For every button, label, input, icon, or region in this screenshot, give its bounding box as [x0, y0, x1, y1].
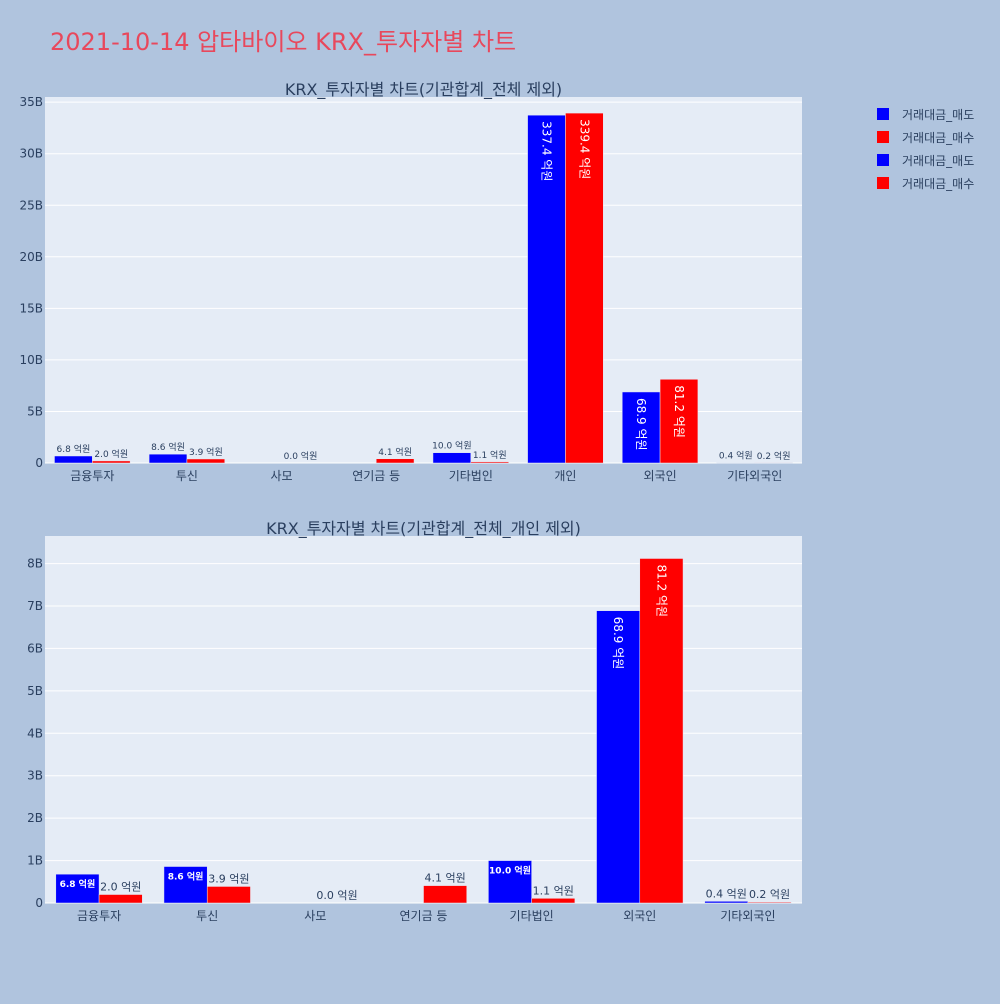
- data-label: 8.6 억원: [168, 871, 204, 883]
- data-label: 2.0 억원: [100, 881, 141, 894]
- x-tick-label: 사모: [304, 909, 326, 923]
- legend-swatch: [877, 131, 889, 143]
- data-label: 4.1 억원: [378, 446, 412, 458]
- data-label: 6.8 억원: [60, 878, 96, 890]
- x-tick-label: 기타외국인: [720, 909, 775, 923]
- bar: [187, 459, 225, 463]
- data-label: 81.2 억원: [672, 385, 686, 438]
- x-tick-label: 외국인: [623, 909, 656, 923]
- legend-swatch: [877, 108, 889, 120]
- page-title: 2021-10-14 압타바이오 KRX_투자자별 차트: [50, 22, 516, 57]
- x-tick-label: 연기금 등: [400, 909, 448, 923]
- data-label: 6.8 억원: [57, 443, 91, 455]
- y-tick-label: 5B: [27, 404, 43, 418]
- y-tick-label: 30B: [19, 147, 43, 161]
- y-tick-label: 25B: [19, 198, 43, 212]
- chart-panel-1: 0 5B 10B 15B 20B 25B 30B 35B KRX_투자자별 차트(기관합계_전체…: [19, 80, 802, 483]
- legend-swatch: [877, 177, 889, 189]
- y-tick-label: 10B: [19, 353, 43, 367]
- y-tick-label: 20B: [19, 250, 43, 264]
- data-label: 3.9 억원: [189, 446, 223, 458]
- y-tick-label: 3B: [27, 769, 43, 783]
- data-label: 81.2 억원: [654, 564, 668, 617]
- bar: [471, 462, 509, 463]
- y-tick-label: 15B: [19, 301, 43, 315]
- data-label: 0.2 억원: [757, 450, 791, 462]
- x-tick-label: 금융투자: [77, 909, 121, 923]
- legend-label: 거래대금_매도: [902, 154, 974, 168]
- data-label: 8.6 억원: [151, 441, 185, 453]
- bar: [532, 898, 575, 903]
- legend-swatch: [877, 154, 889, 166]
- chart-panel-2: 0 1B 2B 3B 4B 5B 6B 7B 8B KRX_투자자별 차트(기관합계_전체_개인 …: [27, 519, 802, 923]
- x-tick-label: 기타법인: [510, 909, 554, 923]
- data-label: 0.0 억원: [284, 450, 318, 462]
- data-label: 68.9 억원: [611, 617, 625, 670]
- legend-label: 거래대금_매수: [902, 131, 974, 145]
- bar: [376, 459, 414, 463]
- legend-label: 거래대금_매수: [902, 177, 974, 191]
- data-label: 0.0 억원: [316, 889, 357, 902]
- data-label: 1.1 억원: [533, 884, 574, 897]
- y-tick-label: 0: [35, 896, 43, 910]
- bar: [149, 454, 187, 463]
- bar: [424, 886, 467, 903]
- y-tick-label: 7B: [27, 599, 43, 613]
- x-tick-label: 투신: [196, 909, 218, 923]
- chart-title: KRX_투자자별 차트(기관합계_전체_개인 제외): [266, 519, 581, 539]
- chart-title: KRX_투자자별 차트(기관합계_전체 제외): [285, 80, 562, 100]
- x-tick-label: 금융투자: [70, 469, 114, 483]
- bar: [433, 453, 471, 463]
- x-tick-label: 외국인: [644, 469, 677, 483]
- data-label: 68.9 억원: [634, 398, 648, 451]
- y-tick-label: 5B: [27, 684, 43, 698]
- y-tick-label: 4B: [27, 726, 43, 740]
- bar: [99, 895, 142, 903]
- x-tick-label: 개인: [554, 469, 576, 483]
- x-tick-label: 투신: [176, 469, 198, 483]
- x-tick-label: 사모: [271, 469, 293, 483]
- x-tick-label: 기타외국인: [727, 469, 782, 483]
- data-label: 0.4 억원: [719, 450, 753, 462]
- data-label: 4.1 억원: [425, 872, 466, 885]
- bar: [705, 901, 748, 903]
- x-tick-label: 기타법인: [449, 469, 493, 483]
- plot-background: [45, 536, 802, 903]
- bar: [54, 456, 92, 463]
- x-tick-label: 연기금 등: [352, 469, 400, 483]
- bar: [207, 886, 250, 903]
- bar: [92, 461, 130, 463]
- y-tick-label: 0: [35, 456, 43, 470]
- data-label: 3.9 억원: [208, 872, 249, 885]
- y-tick-label: 1B: [27, 854, 43, 868]
- data-label: 10.0 억원: [432, 440, 471, 452]
- y-tick-label: 2B: [27, 811, 43, 825]
- y-tick-label: 8B: [27, 557, 43, 571]
- data-label: 0.2 억원: [749, 888, 790, 901]
- y-tick-label: 35B: [19, 95, 43, 109]
- data-label: 10.0 억원: [489, 865, 531, 877]
- data-label: 0.4 억원: [706, 887, 747, 900]
- bar: [748, 902, 791, 903]
- y-tick-label: 6B: [27, 641, 43, 655]
- data-label: 337.4 억원: [540, 121, 554, 181]
- legend-label: 거래대금_매도: [902, 108, 974, 122]
- data-label: 2.0 억원: [94, 448, 128, 460]
- data-label: 1.1 억원: [473, 449, 507, 461]
- data-label: 339.4 억원: [577, 119, 591, 179]
